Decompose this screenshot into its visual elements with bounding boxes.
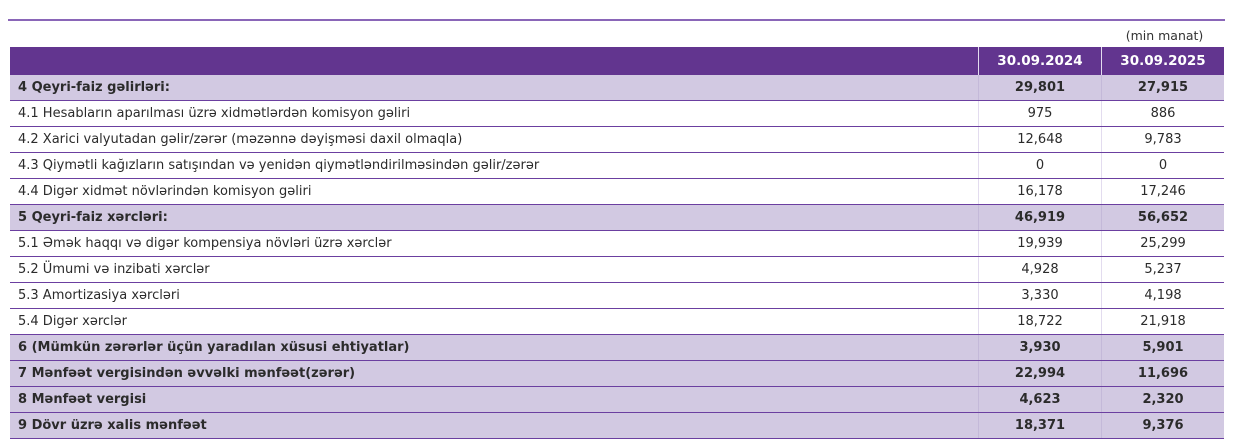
value-2025: 27,915 [1101, 75, 1224, 101]
value-2025: 5,901 [1101, 334, 1224, 361]
financial-table: 30.09.2024 30.09.2025 4 Qeyri-faiz gəlir… [10, 47, 1224, 439]
table-row: 7 Mənfəət vergisindən əvvəlki mənfəət(zə… [10, 360, 1224, 387]
value-2025: 5,237 [1101, 256, 1224, 283]
table-row: 5.2 Ümumi və inzibati xərclər 4,928 5,237 [10, 256, 1224, 283]
header-row: 30.09.2024 30.09.2025 [10, 47, 1224, 75]
row-label: 8 Mənfəət vergisi [10, 386, 979, 413]
value-2025: 9,783 [1101, 126, 1224, 153]
row-label: 5.1 Əmək haqqı və digər kompensiya növlə… [10, 230, 979, 257]
table-row: 9 Dövr üzrə xalis mənfəət 18,371 9,376 [10, 412, 1224, 439]
header-label [10, 47, 979, 75]
row-label: 4.1 Hesabların aparılması üzrə xidmətlər… [10, 100, 979, 127]
value-2025: 11,696 [1101, 360, 1224, 387]
table-row: 5.4 Digər xərclər 18,722 21,918 [10, 308, 1224, 335]
value-2024: 19,939 [978, 230, 1102, 257]
value-2025: 886 [1101, 100, 1224, 127]
value-2025: 25,299 [1101, 230, 1224, 257]
table-row: 5 Qeyri-faiz xərcləri: 46,919 56,652 [10, 204, 1224, 231]
row-label: 5 Qeyri-faiz xərcləri: [10, 204, 979, 231]
row-label: 4.3 Qiymətli kağızların satışından və ye… [10, 152, 979, 179]
row-label: 7 Mənfəət vergisindən əvvəlki mənfəət(zə… [10, 360, 979, 387]
row-label: 4 Qeyri-faiz gəlirləri: [10, 75, 979, 101]
value-2024: 18,722 [978, 308, 1102, 335]
row-label: 4.2 Xarici valyutadan gəlir/zərər (məzən… [10, 126, 979, 153]
value-2024: 975 [978, 100, 1102, 127]
top-rule [8, 19, 1225, 21]
table-row: 4.4 Digər xidmət növlərindən komisyon gə… [10, 178, 1224, 205]
value-2025: 21,918 [1101, 308, 1224, 335]
row-label: 4.4 Digər xidmət növlərindən komisyon gə… [10, 178, 979, 205]
value-2025: 9,376 [1101, 412, 1224, 439]
value-2024: 29,801 [978, 75, 1102, 101]
value-2024: 3,330 [978, 282, 1102, 309]
table-row: 8 Mənfəət vergisi 4,623 2,320 [10, 386, 1224, 413]
unit-note: (min manat) [1125, 28, 1204, 43]
table-row: 4.1 Hesabların aparılması üzrə xidmətlər… [10, 100, 1224, 127]
table-row: 6 (Mümkün zərərlər üçün yaradılan xüsusi… [10, 334, 1224, 361]
value-2025: 0 [1101, 152, 1224, 179]
row-label: 5.2 Ümumi və inzibati xərclər [10, 256, 979, 283]
value-2024: 22,994 [978, 360, 1102, 387]
row-label: 5.3 Amortizasiya xərcləri [10, 282, 979, 309]
table-row: 4.2 Xarici valyutadan gəlir/zərər (məzən… [10, 126, 1224, 153]
value-2025: 2,320 [1101, 386, 1224, 413]
table-row: 5.1 Əmək haqqı və digər kompensiya növlə… [10, 230, 1224, 257]
header-2024: 30.09.2024 [978, 47, 1102, 75]
value-2024: 0 [978, 152, 1102, 179]
value-2024: 3,930 [978, 334, 1102, 361]
row-label: 9 Dövr üzrə xalis mənfəət [10, 412, 979, 439]
header-2025: 30.09.2025 [1101, 47, 1224, 75]
value-2024: 12,648 [978, 126, 1102, 153]
table-row: 5.3 Amortizasiya xərcləri 3,330 4,198 [10, 282, 1224, 309]
table-row: 4 Qeyri-faiz gəlirləri: 29,801 27,915 [10, 75, 1224, 101]
row-label: 6 (Mümkün zərərlər üçün yaradılan xüsusi… [10, 334, 979, 361]
value-2024: 4,623 [978, 386, 1102, 413]
value-2024: 4,928 [978, 256, 1102, 283]
value-2024: 46,919 [978, 204, 1102, 231]
value-2025: 17,246 [1101, 178, 1224, 205]
value-2024: 16,178 [978, 178, 1102, 205]
table-row: 4.3 Qiymətli kağızların satışından və ye… [10, 152, 1224, 179]
value-2024: 18,371 [978, 412, 1102, 439]
row-label: 5.4 Digər xərclər [10, 308, 979, 335]
value-2025: 56,652 [1101, 204, 1224, 231]
value-2025: 4,198 [1101, 282, 1224, 309]
